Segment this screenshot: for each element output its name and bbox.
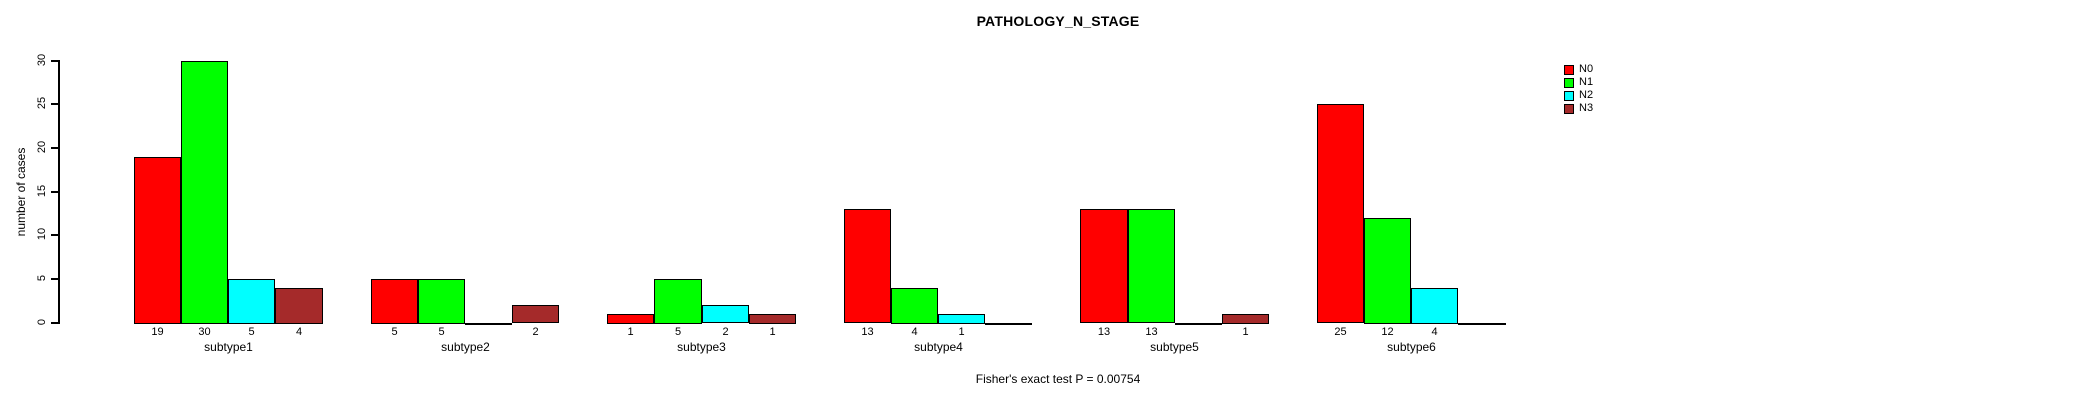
legend-item-n0: N0 (1564, 63, 1593, 76)
bar-zero-n3-subtype6 (1458, 323, 1506, 325)
bar-value-label: 4 (295, 326, 303, 338)
bar-value-label: 4 (1431, 326, 1438, 338)
y-axis-tick-label: 0 (36, 318, 48, 326)
y-axis-tick-label: 20 (36, 140, 48, 154)
bar-value-label: 2 (722, 326, 729, 338)
legend-item-n2: N2 (1564, 89, 1593, 102)
y-axis-tick (51, 147, 59, 149)
bar-value-label: 5 (391, 326, 398, 338)
category-label-subtype5: subtype5 (1150, 340, 1199, 354)
bar-n0-subtype3 (607, 314, 654, 324)
category-label-subtype2: subtype2 (441, 340, 490, 354)
bar-value-label: 1 (1242, 326, 1249, 338)
legend-label: N3 (1579, 102, 1594, 114)
bar-n0-subtype4 (844, 209, 891, 323)
bar-n0-subtype2 (371, 279, 418, 324)
bar-n3-subtype1 (275, 288, 323, 324)
bar-n1-subtype3 (654, 279, 702, 324)
category-label-subtype4: subtype4 (914, 340, 963, 354)
legend-swatch-n1 (1564, 77, 1574, 88)
y-axis-tick-label: 15 (36, 184, 48, 198)
legend-swatch-n0 (1564, 64, 1574, 75)
bar-n3-subtype5 (1222, 314, 1269, 324)
bar-value-label: 2 (532, 326, 539, 338)
category-label-subtype6: subtype6 (1387, 340, 1436, 354)
bar-n1-subtype1 (181, 61, 228, 324)
bar-value-label: 13 (1097, 326, 1111, 338)
bar-n1-subtype6 (1364, 218, 1411, 324)
category-label-subtype1: subtype1 (204, 340, 253, 354)
y-axis-tick (51, 191, 59, 193)
bar-n0-subtype5 (1080, 209, 1128, 323)
bar-n1-subtype2 (418, 279, 465, 324)
y-axis-tick (51, 322, 59, 324)
legend-label: N2 (1579, 89, 1594, 101)
bar-n2-subtype3 (702, 305, 749, 323)
y-axis-tick-label: 30 (36, 53, 48, 67)
bar-value-label: 5 (438, 326, 445, 338)
bar-n2-subtype4 (938, 314, 985, 324)
legend-swatch-n3 (1564, 103, 1574, 114)
y-axis-tick (51, 234, 59, 236)
category-label-subtype3: subtype3 (677, 340, 726, 354)
bar-value-label: 13 (861, 326, 874, 338)
bar-value-label: 12 (1381, 326, 1394, 338)
bar-n2-subtype1 (228, 279, 275, 324)
y-axis-tick-label: 25 (36, 96, 48, 110)
bar-value-label: 1 (627, 326, 634, 338)
bar-value-label: 4 (911, 326, 918, 338)
bar-n2-subtype6 (1411, 288, 1458, 324)
bar-value-label: 30 (198, 326, 211, 338)
y-axis-tick-label: 10 (36, 227, 48, 241)
y-axis-tick-label: 5 (36, 274, 48, 282)
legend-swatch-n2 (1564, 90, 1574, 101)
bar-n3-subtype3 (749, 314, 796, 324)
bar-value-label: 5 (674, 326, 682, 338)
bar-n1-subtype5 (1128, 209, 1175, 323)
bar-value-label: 5 (248, 326, 255, 338)
bar-n0-subtype6 (1317, 104, 1364, 323)
bar-value-label: 13 (1145, 326, 1158, 338)
legend-item-n3: N3 (1564, 102, 1593, 115)
bar-zero-n3-subtype4 (985, 323, 1032, 325)
bar-n3-subtype2 (512, 305, 559, 323)
legend-label: N1 (1579, 76, 1594, 88)
y-axis-tick (51, 103, 59, 105)
legend-label: N0 (1579, 63, 1594, 75)
bar-n1-subtype4 (891, 288, 938, 324)
legend-item-n1: N1 (1564, 76, 1593, 89)
chart-title: PATHOLOGY_N_STAGE (976, 13, 1140, 29)
footnote-stat-test: Fisher's exact test P = 0.00754 (975, 372, 1141, 386)
y-axis-tick (51, 60, 59, 62)
bar-n0-subtype1 (134, 157, 181, 324)
bar-value-label: 25 (1334, 326, 1347, 338)
bar-value-label: 19 (151, 326, 164, 338)
y-axis-tick (51, 278, 59, 280)
bar-value-label: 1 (958, 326, 965, 338)
y-axis-line (58, 60, 60, 324)
bar-zero-n2-subtype2 (465, 323, 512, 325)
bar-zero-n2-subtype5 (1175, 323, 1222, 325)
legend: N0 N1 N2 N3 (1564, 63, 1593, 115)
y-axis-title: number of cases (14, 147, 28, 237)
bar-value-label: 1 (769, 326, 776, 338)
